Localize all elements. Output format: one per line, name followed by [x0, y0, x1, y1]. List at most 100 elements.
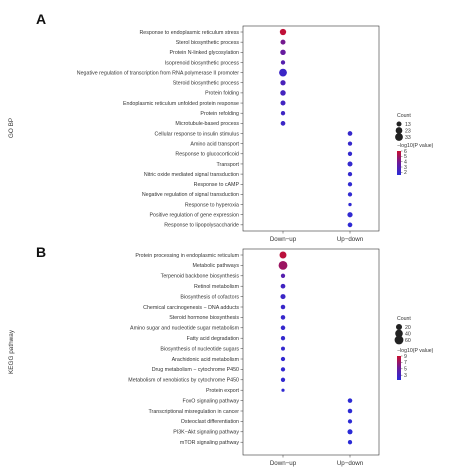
- dot: [279, 28, 287, 36]
- category-label: Transport: [217, 162, 240, 168]
- dot: [348, 202, 352, 207]
- dot: [280, 39, 286, 45]
- dot: [280, 80, 286, 86]
- category-label: Positive regulation of gene expression: [149, 213, 239, 219]
- category-label: Protein N-linked glycosylation: [170, 50, 240, 56]
- dot: [278, 261, 288, 270]
- panel-b-x-ticks: Down−up Up−down: [270, 455, 364, 467]
- dot: [347, 141, 353, 146]
- legend-size-label: 40: [405, 331, 411, 337]
- dot: [347, 192, 353, 197]
- dot: [280, 273, 286, 278]
- category-label: PI3K−Akt signaling pathway: [173, 430, 239, 436]
- category-label: Isoprenoid biosynthetic process: [165, 60, 240, 66]
- legend-color-title: −log10(P value): [397, 143, 434, 149]
- category-label: Cellular response to insulin stimulus: [155, 131, 240, 137]
- dot: [280, 315, 286, 320]
- category-label: Protein folding: [205, 91, 239, 97]
- legend-color-label: 9: [404, 354, 407, 360]
- legend-size-dot: [395, 127, 403, 134]
- dot: [281, 346, 285, 351]
- category-label: Sterol biosynthetic process: [176, 40, 240, 46]
- category-label: Biosynthesis of cofactors: [180, 294, 239, 300]
- category-label: Protein processing in endoplasmic reticu…: [135, 253, 239, 259]
- dot: [280, 294, 286, 300]
- category-label: Steroid hormone biosynthesis: [169, 315, 239, 321]
- legend-size-dot: [395, 329, 403, 338]
- legend-color-label: 3: [404, 165, 407, 171]
- dot: [347, 161, 353, 167]
- category-label: Response to lipopolysaccharide: [164, 223, 239, 229]
- dot: [280, 336, 286, 341]
- panel-a-ylabel: GO BP: [8, 118, 15, 138]
- category-label: Metabolic pathways: [192, 263, 239, 269]
- dot: [279, 251, 287, 259]
- legend-size-label: 13: [405, 122, 411, 128]
- panel-a-dots: [279, 28, 353, 228]
- dot: [280, 90, 286, 96]
- legend-size-dot: [395, 133, 403, 141]
- category-label: Endoplasmic reticulum unfolded protein r…: [123, 101, 239, 107]
- category-label: Response to hyperoxia: [185, 202, 239, 208]
- dot: [280, 367, 286, 372]
- category-label: Microtubule-based process: [175, 121, 239, 127]
- dot: [280, 356, 286, 362]
- dot: [347, 398, 353, 403]
- category-label: Terpenoid backbone biosynthesis: [161, 274, 240, 280]
- dot: [347, 408, 353, 414]
- category-label: FoxO signaling pathway: [182, 398, 239, 404]
- legend-color-label: 5: [404, 367, 407, 373]
- dot: [279, 68, 287, 77]
- panel-b: B KEGG pathway Protein processing in end…: [8, 244, 434, 467]
- legend-size-label: 20: [405, 325, 411, 331]
- legend-color-bar: [397, 151, 401, 175]
- category-label: Amino acid transport: [190, 141, 239, 147]
- legend-color-label: 5: [404, 154, 407, 160]
- legend-color-label: 2: [404, 170, 407, 176]
- dot: [280, 283, 286, 289]
- x-tick-label: Up−down: [337, 236, 364, 243]
- category-label: Protein refolding: [200, 111, 239, 117]
- legend-size-title: Count: [397, 113, 411, 119]
- x-tick-label: Down−up: [270, 236, 297, 243]
- x-tick-label: Down−up: [270, 460, 297, 467]
- category-label: Steroid biosynthetic process: [173, 81, 240, 87]
- legend-size-title: Count: [397, 316, 411, 322]
- panel-b-dots: [278, 251, 353, 445]
- category-label: Negative regulation of transcription fro…: [77, 70, 239, 76]
- dot: [280, 49, 286, 56]
- dot: [347, 429, 353, 435]
- legend-size-dot: [396, 121, 402, 127]
- category-label: Response to glucocorticoid: [175, 152, 239, 158]
- category-label: Response to cAMP: [194, 182, 240, 188]
- legend-color-label: 6: [404, 149, 407, 155]
- legend-size-dot: [395, 323, 403, 331]
- dot: [347, 171, 353, 177]
- category-label: mTOR signaling pathway: [180, 440, 239, 446]
- panel-letter-b: B: [36, 244, 46, 260]
- category-label: Drug metabolism − cytochrome P450: [152, 367, 239, 373]
- dot: [347, 212, 353, 218]
- dot: [347, 151, 353, 156]
- panel-b-ylabel: KEGG pathway: [8, 329, 15, 374]
- legend-size-label: 60: [405, 338, 411, 344]
- legend-color-label: 3: [404, 373, 407, 379]
- dot: [280, 377, 286, 382]
- category-label: Negative regulation of signal transducti…: [142, 192, 239, 198]
- dot: [347, 440, 353, 445]
- legend-size-label: 23: [405, 128, 411, 134]
- dot: [347, 182, 353, 187]
- category-label: Chemical carcinogenesis − DNA adducts: [143, 305, 239, 311]
- dot: [347, 419, 353, 424]
- dot: [280, 60, 286, 65]
- category-label: Retinol metabolism: [194, 284, 240, 290]
- category-label: Nitric oxide mediated signal transductio…: [144, 172, 239, 178]
- panel-a-x-ticks: Down−up Up−down: [270, 231, 364, 243]
- category-label: Metabolism of xenobiotics by cytochrome …: [128, 378, 239, 384]
- legend-color-label: 7: [404, 360, 407, 366]
- panel-b-category-labels: Protein processing in endoplasmic reticu…: [128, 253, 243, 446]
- panel-a-plot-frame: [242, 25, 380, 232]
- category-label: Fatty acid degradation: [187, 336, 239, 342]
